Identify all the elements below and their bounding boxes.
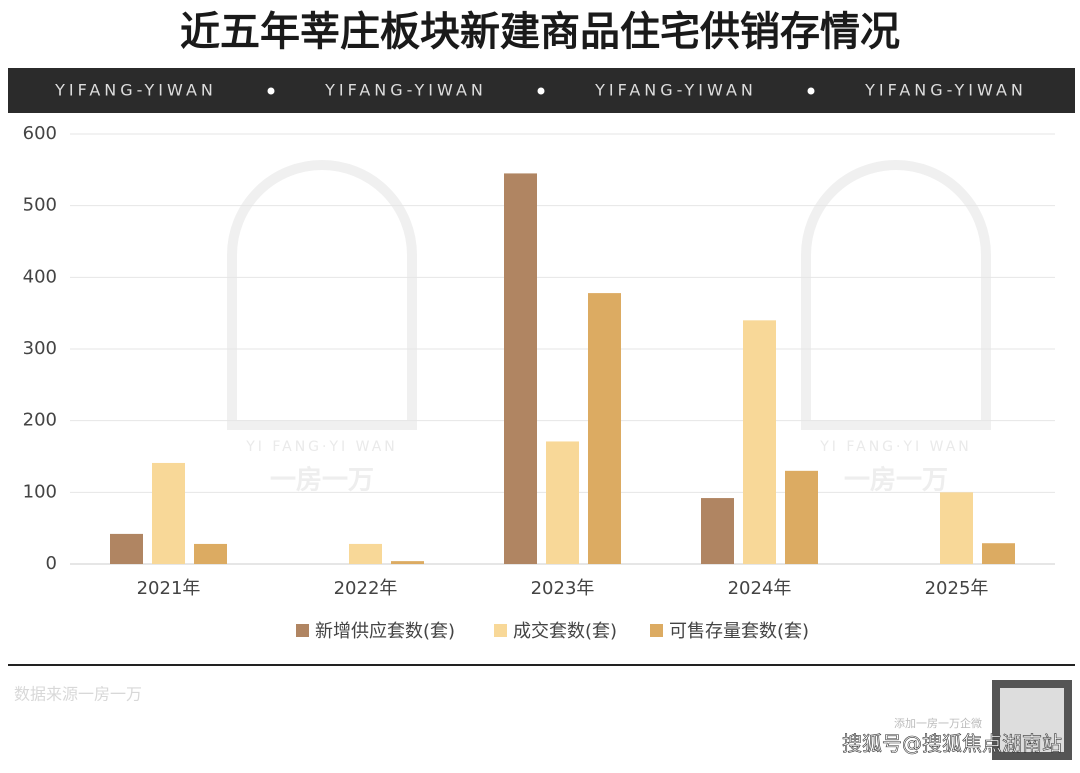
x-tick-label: 2023年	[531, 578, 595, 599]
legend-label: 成交套数(套)	[513, 621, 617, 642]
bar	[785, 470, 818, 564]
bar	[152, 462, 185, 564]
banner-text: YIFANG-YIWAN	[324, 81, 487, 100]
legend-label: 可售存量套数(套)	[669, 621, 809, 642]
chart-title: 近五年莘庄板块新建商品住宅供销存情况	[180, 9, 900, 55]
banner-text: YIFANG-YIWAN	[864, 81, 1027, 100]
legend-label: 新增供应套数(套)	[315, 621, 455, 642]
legend-swatch	[650, 624, 663, 637]
banner-text: YIFANG-YIWAN	[594, 81, 757, 100]
legend-swatch	[494, 624, 507, 637]
y-tick-label: 300	[23, 338, 57, 359]
bar	[588, 293, 621, 564]
banner-text: YIFANG-YIWAN	[54, 81, 217, 100]
watermark-text: YI FANG·YI WAN	[245, 439, 398, 455]
watermark-text: YI FANG·YI WAN	[819, 439, 972, 455]
y-tick-label: 400	[23, 266, 57, 287]
y-tick-label: 600	[23, 123, 57, 144]
y-tick-label: 200	[23, 410, 57, 431]
footer-note: 添加一房一万企微	[894, 716, 982, 730]
bar	[349, 543, 382, 564]
bar	[743, 320, 776, 564]
banner-dots	[267, 87, 815, 95]
bar	[982, 543, 1015, 564]
y-tick-label: 500	[23, 195, 57, 216]
bar	[504, 173, 537, 564]
y-tick-label: 0	[46, 553, 57, 574]
bar	[391, 561, 424, 564]
x-tick-label: 2025年	[925, 578, 989, 599]
legend-swatch	[296, 624, 309, 637]
watermark-arch	[227, 160, 991, 430]
x-tick-label: 2021年	[137, 578, 201, 599]
watermark-text: 一房一万	[844, 466, 948, 496]
y-tick-label: 100	[23, 481, 57, 502]
source: 数据来源一房一万	[14, 685, 142, 704]
bar	[110, 533, 143, 564]
watermark-text: 一房一万	[270, 466, 374, 496]
x-tick-label: 2024年	[728, 578, 792, 599]
qr-code-inner	[1000, 688, 1064, 752]
bar	[194, 543, 227, 564]
bar	[546, 441, 579, 564]
x-tick-label: 2022年	[334, 578, 398, 599]
bar	[701, 498, 734, 564]
footer-watermark: 搜狐号@搜狐焦点湖南站	[842, 732, 1062, 756]
bar	[940, 492, 973, 564]
